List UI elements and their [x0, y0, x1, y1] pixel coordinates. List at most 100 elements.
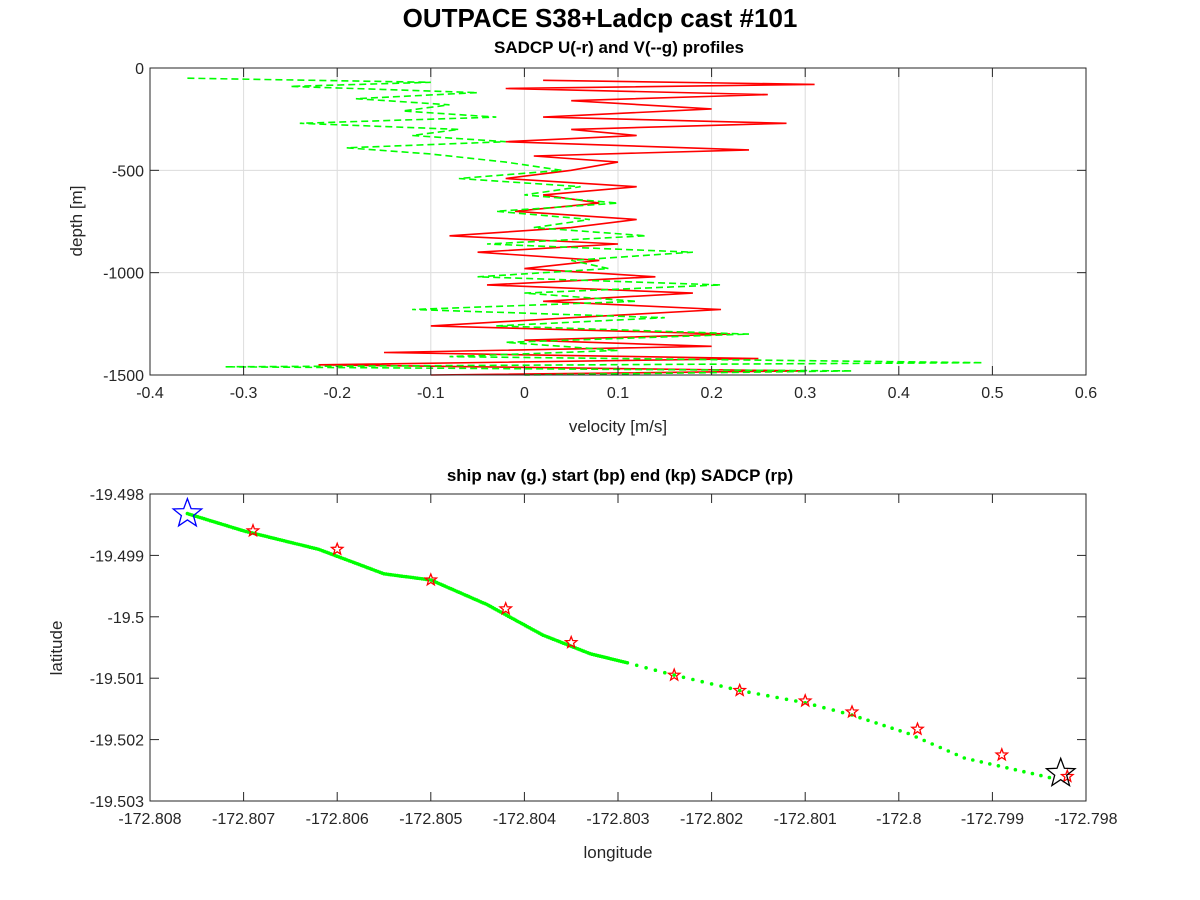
nav-point	[700, 679, 704, 684]
x-tick-label: 0	[520, 385, 529, 402]
x-tick-label: -172.808	[118, 811, 181, 828]
nav-point	[719, 684, 723, 688]
sadcp-point	[797, 693, 813, 708]
nav-point	[784, 697, 789, 702]
nav-point	[988, 762, 992, 766]
nav-axes-title: ship nav (g.) start (bp) end (kp) SADCP …	[447, 466, 793, 485]
v-velocity-profile	[187, 77, 984, 376]
sadcp-point	[563, 634, 579, 649]
y-tick-label: -1500	[103, 368, 144, 385]
nav-point	[709, 682, 714, 686]
end-marker	[1044, 756, 1077, 787]
sadcp-point	[994, 746, 1010, 762]
nav-ylabel: latitude	[47, 621, 66, 676]
nav-point	[681, 675, 686, 680]
y-tick-label: -19.501	[90, 671, 144, 688]
nav-point	[634, 663, 639, 668]
profile-ticks: -0.4 -0.3 -0.2 -0.1 0 0.1 0.2 0.3 0.4 0.5 0.6 0 -500…	[103, 61, 1097, 402]
nav-xlabel: longitude	[583, 843, 652, 862]
nav-point	[1047, 775, 1052, 780]
nav-point	[644, 666, 648, 670]
nav-point	[954, 752, 959, 757]
sadcp-point	[329, 541, 345, 556]
y-tick-label: -19.502	[90, 733, 144, 750]
nav-point	[971, 758, 975, 762]
nav-point	[946, 749, 951, 753]
sadcp-point	[844, 704, 860, 719]
x-tick-label: -172.798	[1054, 811, 1117, 828]
nav-point	[822, 705, 826, 710]
nav-point	[756, 692, 761, 696]
y-tick-label: -19.503	[90, 794, 144, 811]
profile-axes: SADCP U(-r) and V(--g) profiles -0.4 -0.3…	[67, 38, 1097, 436]
sadcp-point	[423, 572, 439, 587]
nav-point	[1030, 771, 1035, 776]
x-tick-label: -172.803	[586, 811, 649, 828]
nav-series	[171, 496, 1077, 787]
nav-point	[840, 710, 845, 715]
x-tick-label: -0.3	[230, 385, 258, 402]
nav-point	[922, 738, 926, 743]
nav-point	[914, 735, 918, 739]
nav-point	[812, 703, 817, 707]
nav-point	[874, 721, 878, 725]
sadcp-point	[732, 682, 748, 697]
sadcp-point	[910, 721, 925, 736]
x-tick-label: 0.2	[700, 385, 722, 402]
y-tick-label: 0	[135, 61, 144, 78]
nav-axes-frame	[149, 493, 1087, 802]
y-tick-label: -1000	[103, 266, 144, 283]
nav-point	[831, 708, 836, 712]
nav-point	[930, 742, 934, 746]
x-tick-label: -172.801	[774, 811, 837, 828]
x-tick-label: -0.4	[136, 385, 164, 402]
nav-point	[882, 723, 886, 728]
nav-point	[962, 756, 967, 760]
x-tick-label: -172.806	[306, 811, 369, 828]
profile-ylabel: depth [m]	[67, 186, 86, 257]
nav-point	[766, 693, 770, 698]
nav-point	[775, 695, 779, 700]
nav-point	[858, 715, 862, 720]
sadcp-point	[245, 522, 261, 538]
nav-point	[737, 688, 742, 693]
x-tick-label: -0.1	[417, 385, 445, 402]
x-tick-label: -0.2	[323, 385, 351, 402]
nav-point	[747, 690, 751, 694]
nav-point	[938, 745, 943, 750]
start-marker	[171, 496, 204, 528]
x-tick-label: 0.4	[888, 385, 910, 402]
sadcp-point	[498, 600, 514, 616]
nav-point	[1022, 769, 1026, 774]
nav-point	[728, 686, 733, 691]
nav-axes: ship nav (g.) start (bp) end (kp) SADCP …	[47, 466, 1118, 862]
nav-point	[898, 729, 902, 733]
x-tick-label: 0.1	[607, 385, 629, 402]
x-tick-label: -172.802	[680, 811, 743, 828]
x-tick-label: 0.3	[794, 385, 816, 402]
nav-point	[794, 699, 798, 703]
nav-point	[1005, 766, 1009, 770]
nav-ticks: -172.808 -172.807 -172.806 -172.805 -172.804…	[90, 487, 1118, 828]
x-tick-label: 0.6	[1075, 385, 1097, 402]
x-tick-label: -172.807	[212, 811, 275, 828]
y-tick-label: -19.5	[108, 610, 145, 627]
y-tick-label: -19.498	[90, 487, 144, 504]
profile-xlabel: velocity [m/s]	[569, 417, 667, 436]
nav-point	[866, 718, 870, 723]
nav-point	[996, 764, 1001, 768]
figure-title: OUTPACE S38+Ladcp cast #101	[403, 3, 798, 33]
profile-axes-title: SADCP U(-r) and V(--g) profiles	[494, 38, 744, 57]
nav-point	[890, 726, 894, 730]
x-tick-label: -172.799	[961, 811, 1024, 828]
x-tick-label: -172.805	[399, 811, 462, 828]
profile-series	[187, 77, 984, 376]
x-tick-label: 0.5	[981, 385, 1003, 402]
u-velocity-profile	[318, 79, 815, 376]
nav-point	[625, 661, 630, 665]
nav-point	[663, 670, 667, 675]
sadcp-point	[666, 667, 682, 682]
nav-point	[1013, 767, 1018, 772]
x-tick-label: -172.8	[876, 811, 921, 828]
